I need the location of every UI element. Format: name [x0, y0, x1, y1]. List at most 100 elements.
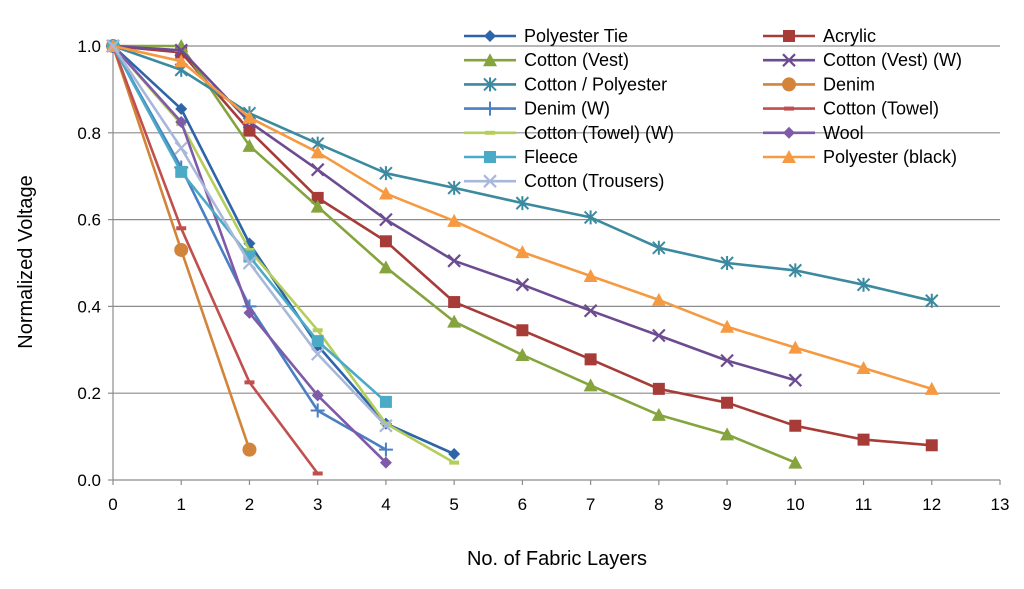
legend-entry-polyester-black: Polyester (black): [763, 147, 957, 167]
data-point: [583, 210, 598, 225]
data-point: [243, 250, 256, 263]
data-point: [447, 213, 462, 227]
data-point: [242, 138, 257, 152]
data-point: [176, 226, 187, 231]
legend-label: Cotton (Vest) (W): [823, 50, 962, 70]
legend-label: Acrylic: [823, 26, 876, 46]
legend: Polyester Tie Acrylic Cotton (Vest) Cotton …: [464, 26, 962, 191]
data-point: [583, 378, 598, 392]
data-point: [242, 442, 257, 457]
data-point: [447, 314, 462, 328]
x-tick-label: 2: [245, 495, 254, 514]
legend-label: Cotton / Polyester: [524, 74, 667, 94]
data-point: [720, 427, 735, 441]
data-point: [312, 328, 323, 333]
legend-swatch-marker: [783, 30, 795, 42]
legend-label: Fleece: [524, 147, 578, 167]
y-tick-label: 1.0: [77, 37, 101, 56]
gridlines: [113, 45, 1000, 394]
data-point: [174, 242, 189, 257]
legend-swatch-marker: [782, 150, 796, 163]
data-point: [175, 165, 188, 178]
x-tick-label: 5: [449, 495, 458, 514]
legend-entry-denim: Denim: [763, 74, 875, 94]
data-point: [448, 447, 461, 460]
x-tick-label: 7: [586, 495, 595, 514]
data-point: [106, 39, 120, 53]
data-point: [788, 340, 803, 354]
legend-entry-cotton-vest-w: Cotton (Vest) (W): [763, 50, 962, 70]
x-tick-label: 4: [381, 495, 390, 514]
data-point: [174, 141, 189, 155]
data-point: [789, 419, 802, 432]
series-line-cotton-towel-w: [112, 45, 455, 464]
y-tick-label: 0.2: [77, 384, 101, 403]
data-point: [311, 191, 324, 204]
series-acrylic: [107, 40, 938, 452]
legend-label: Cotton (Towel) (W): [524, 123, 674, 143]
series-polyester-tie: [107, 40, 461, 460]
data-point: [242, 110, 257, 124]
data-point: [243, 124, 256, 137]
data-point: [378, 260, 393, 274]
series-wool: [107, 40, 392, 469]
data-point: [310, 145, 325, 159]
legend-swatch-marker: [784, 106, 794, 111]
data-point: [447, 254, 461, 268]
legend-swatch-marker: [484, 30, 496, 42]
data-point: [583, 269, 598, 283]
series-line-cotton-towel: [111, 45, 319, 475]
data-point: [243, 306, 256, 319]
series-cotton-towel: [108, 44, 323, 476]
x-tick-label: 13: [991, 495, 1010, 514]
data-point: [311, 335, 324, 348]
data-point: [925, 439, 938, 452]
legend-label: Polyester Tie: [524, 26, 628, 46]
data-point: [720, 319, 735, 333]
legend-entry-polyester-tie: Polyester Tie: [464, 26, 628, 46]
data-point: [652, 382, 665, 395]
x-tick-label: 8: [654, 495, 663, 514]
data-point: [856, 361, 871, 375]
data-point: [310, 199, 325, 213]
data-point: [310, 403, 325, 418]
x-axis-title: No. of Fabric Layers: [467, 548, 647, 570]
legend-entry-cotton-polyester: Cotton / Polyester: [464, 74, 667, 94]
legend-swatch-marker: [485, 130, 495, 135]
y-axis-title: Normalized Voltage: [15, 175, 37, 348]
data-point: [379, 166, 393, 181]
data-point: [379, 235, 392, 248]
data-point: [380, 421, 391, 426]
legend-entry-cotton-towel: Cotton (Towel): [763, 99, 939, 119]
data-point: [379, 456, 392, 469]
series-cotton-vest: [106, 39, 803, 469]
data-point: [856, 277, 871, 292]
x-tick-label: 1: [176, 495, 185, 514]
legend-label: Denim: [823, 74, 875, 94]
data-point: [516, 324, 529, 337]
series-line-fleece: [111, 45, 387, 403]
data-point: [310, 162, 325, 177]
legend-entry-cotton-trousers: Cotton (Trousers): [464, 171, 664, 191]
data-point: [515, 196, 530, 211]
data-point: [244, 247, 255, 252]
y-tick-label: 0.8: [77, 124, 101, 143]
x-tick-label: 11: [855, 495, 873, 514]
series-lines: [106, 39, 939, 476]
data-point: [449, 460, 460, 465]
data-point: [651, 292, 666, 306]
data-point: [244, 380, 255, 385]
data-point: [379, 395, 392, 408]
data-point: [312, 471, 323, 476]
data-point: [174, 43, 189, 58]
legend-swatch-marker: [782, 53, 796, 67]
legend-swatch-marker: [483, 174, 497, 188]
data-point: [174, 54, 189, 68]
series-denim: [106, 39, 257, 457]
data-point: [720, 256, 734, 270]
data-point: [515, 348, 530, 362]
data-point: [515, 277, 530, 292]
data-point: [242, 256, 257, 270]
x-tick-label: 6: [518, 495, 527, 514]
